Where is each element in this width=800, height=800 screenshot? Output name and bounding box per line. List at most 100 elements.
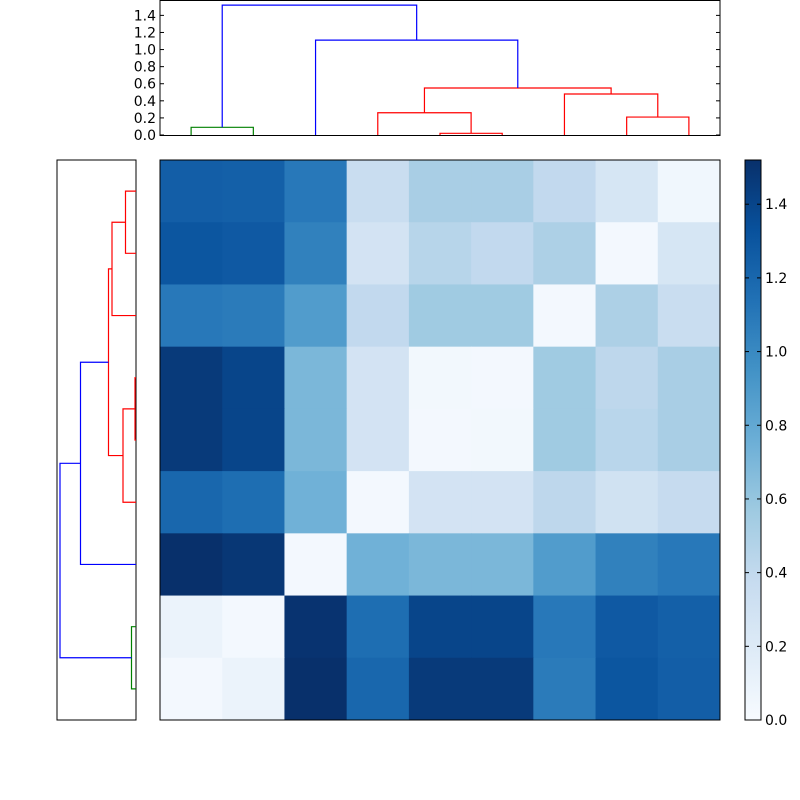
heatmap-cell xyxy=(471,222,534,285)
heatmap-cell xyxy=(284,160,348,223)
heatmap-cell xyxy=(160,471,223,534)
top-dendrogram xyxy=(159,0,721,136)
colorbar-tick-label: 0.8 xyxy=(765,418,787,434)
heatmap-cell xyxy=(346,657,410,721)
heatmap-cell xyxy=(408,284,472,348)
heatmap-cell xyxy=(657,595,721,659)
heatmap-cell xyxy=(222,657,285,721)
heatmap-cell xyxy=(533,284,597,348)
heatmap-cell xyxy=(222,346,285,410)
heatmap-cell xyxy=(284,408,348,472)
top-dendrogram-frame xyxy=(159,0,721,136)
heatmap-cell xyxy=(533,533,597,597)
heatmap-cell xyxy=(471,533,534,597)
heatmap-cell xyxy=(222,595,285,659)
colorbar-tick-label: 1.4 xyxy=(765,197,787,213)
heatmap-cell xyxy=(533,222,597,285)
heatmap-cell xyxy=(408,160,472,223)
heatmap-cell xyxy=(160,346,223,410)
heatmap-cell xyxy=(657,222,721,285)
heatmap-cell xyxy=(595,408,659,472)
heatmap-cell xyxy=(408,346,472,410)
heatmap-cell xyxy=(346,284,410,348)
heatmap-cell xyxy=(471,595,534,659)
dendrogram-link xyxy=(59,462,132,659)
heatmap-cell xyxy=(657,284,721,348)
heatmap-cell xyxy=(471,284,534,348)
y-tick-label: 1.4 xyxy=(134,8,156,24)
heatmap-cell xyxy=(346,408,410,472)
heatmap-cell xyxy=(346,471,410,534)
heatmap-cell xyxy=(471,346,534,410)
colorbar-tick-label: 1.2 xyxy=(765,271,787,287)
colorbar-tick-label: 0.4 xyxy=(765,566,787,582)
heatmap-cell xyxy=(160,657,223,721)
heatmap-cell xyxy=(657,533,721,597)
heatmap-grid xyxy=(159,159,721,721)
colorbar-ticks: 0.0 0.2 0.4 0.6 0.8 1.0 1.2 1.4 xyxy=(745,197,787,729)
heatmap-cell xyxy=(284,595,348,659)
y-tick-label: 1.2 xyxy=(134,25,156,41)
y-tick-label: 0.6 xyxy=(134,77,156,93)
heatmap-cell xyxy=(222,222,285,285)
heatmap-cell xyxy=(222,471,285,534)
heatmap-cell xyxy=(595,160,659,223)
heatmap-cell xyxy=(533,471,597,534)
colorbar-tick-label: 0.2 xyxy=(765,639,787,655)
heatmap-cell xyxy=(657,471,721,534)
heatmap-cell xyxy=(471,657,534,721)
heatmap-cell xyxy=(595,533,659,597)
heatmap-cell xyxy=(657,408,721,472)
heatmap-cell xyxy=(160,533,223,597)
heatmap-cell xyxy=(408,595,472,659)
colorbar xyxy=(744,159,762,721)
heatmap-cell xyxy=(160,160,223,223)
top-dendrogram-axis: 0.00.20.40.60.81.0 1.21.4 xyxy=(134,8,720,144)
heatmap-cell xyxy=(471,471,534,534)
heatmap-cell xyxy=(408,533,472,597)
y-tick-label: 0.2 xyxy=(134,111,156,127)
heatmap-cell xyxy=(160,222,223,285)
left-dendrogram-frame xyxy=(56,159,137,721)
y-tick-label: 0.0 xyxy=(134,128,156,144)
heatmap-cell xyxy=(533,657,597,721)
heatmap-cell xyxy=(408,657,472,721)
left-dendrogram xyxy=(56,159,137,721)
heatmap-cell xyxy=(346,346,410,410)
y-tick-label: 0.4 xyxy=(134,94,156,110)
heatmap-frame xyxy=(159,159,721,721)
heatmap-cell xyxy=(408,222,472,285)
heatmap-cell xyxy=(595,284,659,348)
heatmap-cell xyxy=(346,595,410,659)
heatmap-cell xyxy=(284,657,348,721)
heatmap-cell xyxy=(160,284,223,348)
heatmap-cell xyxy=(533,408,597,472)
heatmap-cell xyxy=(595,657,659,721)
colorbar-tick-label: 0.6 xyxy=(765,492,787,508)
heatmap-cell xyxy=(533,595,597,659)
heatmap-cell xyxy=(595,471,659,534)
heatmap-cell xyxy=(595,595,659,659)
y-tick-label: 1.0 xyxy=(134,43,156,59)
heatmap-cell xyxy=(160,595,223,659)
heatmap-cell xyxy=(222,284,285,348)
heatmap-cell xyxy=(346,222,410,285)
heatmap-cell xyxy=(222,408,285,472)
heatmap-cell xyxy=(284,471,348,534)
heatmap-cell xyxy=(222,160,285,223)
heatmap-cell xyxy=(595,346,659,410)
heatmap-cell xyxy=(657,160,721,223)
heatmap-cell xyxy=(284,346,348,410)
heatmap-cell xyxy=(657,657,721,721)
heatmap-cell xyxy=(408,471,472,534)
heatmap-cell xyxy=(408,408,472,472)
dendrogram-link xyxy=(221,4,418,128)
heatmap-cell xyxy=(657,346,721,410)
heatmap-cell xyxy=(160,408,223,472)
colorbar-tick-label: 1.0 xyxy=(765,345,787,361)
heatmap-cell xyxy=(346,533,410,597)
heatmap-cell xyxy=(471,408,534,472)
heatmap-cell xyxy=(533,160,597,223)
heatmap-cell xyxy=(284,533,348,597)
heatmap-cell xyxy=(471,160,534,223)
